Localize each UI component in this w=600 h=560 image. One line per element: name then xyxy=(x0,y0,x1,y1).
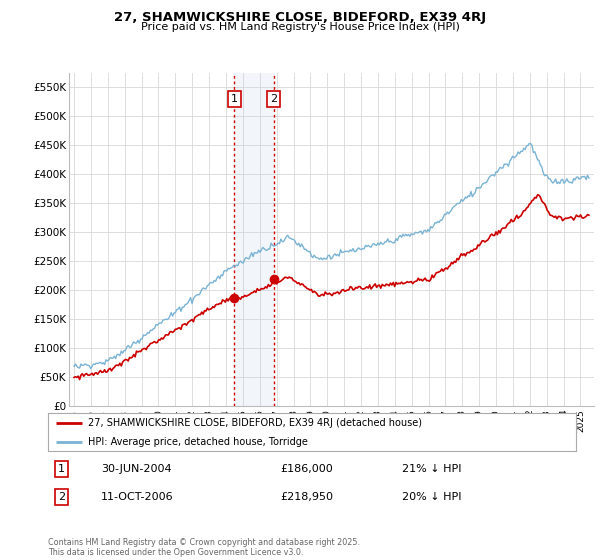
Text: 30-JUN-2004: 30-JUN-2004 xyxy=(101,464,172,474)
Text: 20% ↓ HPI: 20% ↓ HPI xyxy=(402,492,461,502)
Text: 21% ↓ HPI: 21% ↓ HPI xyxy=(402,464,461,474)
Text: 1: 1 xyxy=(58,464,65,474)
Text: 2: 2 xyxy=(58,492,65,502)
Text: 1: 1 xyxy=(231,94,238,104)
Text: 11-OCT-2006: 11-OCT-2006 xyxy=(101,492,173,502)
Text: 27, SHAMWICKSHIRE CLOSE, BIDEFORD, EX39 4RJ: 27, SHAMWICKSHIRE CLOSE, BIDEFORD, EX39 … xyxy=(114,11,486,24)
Text: £218,950: £218,950 xyxy=(280,492,334,502)
Text: Contains HM Land Registry data © Crown copyright and database right 2025.
This d: Contains HM Land Registry data © Crown c… xyxy=(48,538,360,557)
Text: 27, SHAMWICKSHIRE CLOSE, BIDEFORD, EX39 4RJ (detached house): 27, SHAMWICKSHIRE CLOSE, BIDEFORD, EX39 … xyxy=(88,418,422,428)
Text: 2: 2 xyxy=(270,94,277,104)
Text: £186,000: £186,000 xyxy=(280,464,333,474)
Text: Price paid vs. HM Land Registry's House Price Index (HPI): Price paid vs. HM Land Registry's House … xyxy=(140,22,460,32)
Text: HPI: Average price, detached house, Torridge: HPI: Average price, detached house, Torr… xyxy=(88,437,307,447)
Bar xyxy=(235,73,274,406)
